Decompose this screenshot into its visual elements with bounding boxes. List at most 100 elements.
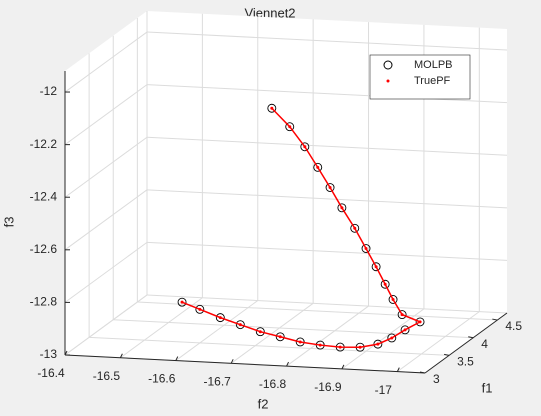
grid-line <box>113 319 474 339</box>
point-circle <box>255 327 265 337</box>
tick-mark <box>341 364 345 370</box>
grid-line <box>64 31 148 93</box>
z-tick-label: -12.2 <box>30 137 58 151</box>
legend-marker <box>383 60 393 70</box>
point-dot <box>278 335 282 339</box>
tick-mark <box>64 350 68 356</box>
y-tick-label: -16.9 <box>314 380 342 394</box>
y-tick-label: -16.6 <box>148 372 176 386</box>
point-circle <box>337 203 347 213</box>
point-dot <box>358 345 362 349</box>
point-dot <box>258 330 262 334</box>
point-dot <box>376 342 380 346</box>
grid-line <box>64 189 148 251</box>
plot-area <box>65 11 507 373</box>
point-dot <box>353 226 357 230</box>
point-dot <box>374 265 378 269</box>
point-dot <box>316 165 320 169</box>
grid-line <box>120 297 203 359</box>
point-dot <box>303 145 307 149</box>
grid-line <box>146 136 508 156</box>
z-tick-label: -12.4 <box>30 189 58 203</box>
grid-line <box>341 308 425 370</box>
grid-line <box>286 305 369 367</box>
point-circle <box>388 295 398 304</box>
point-circle <box>387 333 397 343</box>
legend-box <box>369 54 471 100</box>
y-tick-label: -16.8 <box>259 377 287 391</box>
tick-mark <box>419 371 426 374</box>
point-dot <box>288 125 292 129</box>
point-circle <box>397 310 407 320</box>
grid-line <box>175 300 259 361</box>
x-axis-label: f1 <box>482 380 493 395</box>
point-dot <box>364 247 368 251</box>
grid-line <box>397 311 480 373</box>
point-dot <box>318 343 322 347</box>
tick-mark <box>492 318 498 321</box>
point-dot <box>298 340 302 344</box>
point-circle <box>380 279 390 289</box>
z-tick-label: -12.6 <box>30 242 58 256</box>
grid-line <box>64 294 148 356</box>
grid-line <box>230 302 314 364</box>
point-circle <box>215 313 225 323</box>
point-dot <box>328 186 332 190</box>
axis-line <box>64 354 426 374</box>
x-tick-label: 4 <box>481 337 488 351</box>
point-dot <box>340 206 344 210</box>
grid-line <box>89 336 450 356</box>
point-dot <box>391 297 395 301</box>
point-dot <box>198 307 202 311</box>
series-line <box>181 107 422 348</box>
tick-mark <box>468 336 474 339</box>
legend-label: MOLPB <box>414 59 453 71</box>
point-dot <box>383 282 387 286</box>
point-circle <box>361 244 371 253</box>
grid-line <box>146 84 508 104</box>
point-dot <box>390 336 394 340</box>
y-axis-label: f2 <box>258 396 269 411</box>
point-circle <box>371 262 381 272</box>
tick-mark <box>396 367 400 372</box>
point-circle <box>400 325 410 335</box>
tick-mark <box>119 353 123 358</box>
point-circle <box>235 320 245 330</box>
grid-line <box>64 242 148 303</box>
grid-line <box>146 241 508 261</box>
tick-mark <box>175 356 179 361</box>
grid-line <box>64 136 148 198</box>
point-circle <box>415 317 425 327</box>
point-circle <box>275 332 285 342</box>
point-dot <box>218 316 222 320</box>
z-tick-label: -13 <box>40 347 58 361</box>
point-dot <box>270 106 274 110</box>
point-circle <box>285 122 295 132</box>
point-dot <box>338 345 342 349</box>
point-circle <box>177 297 187 307</box>
point-dot <box>418 320 422 324</box>
point-circle <box>195 304 205 314</box>
y-tick-label: -16.5 <box>93 369 121 383</box>
x-tick-label: 3.5 <box>457 355 474 369</box>
point-dot <box>180 300 184 304</box>
point-circle <box>313 162 323 172</box>
x-tick-label: 4.5 <box>505 319 522 333</box>
axis-line <box>424 312 508 374</box>
tick-mark <box>286 361 289 367</box>
legend-label: TruePF <box>414 75 451 87</box>
y-tick-label: -16.4 <box>37 366 65 380</box>
point-circle <box>325 183 335 192</box>
grid-line <box>146 31 508 51</box>
point-circle <box>267 103 277 113</box>
z-tick-label: -12.8 <box>30 295 58 309</box>
tick-mark <box>444 353 450 356</box>
y-tick-label: -17 <box>375 383 393 397</box>
x-tick-label: 3 <box>433 372 440 386</box>
z-axis-label: f3 <box>1 217 16 228</box>
point-dot <box>238 323 242 327</box>
point-dot <box>400 313 404 317</box>
grid-line <box>146 294 508 314</box>
legend-marker <box>386 79 390 83</box>
